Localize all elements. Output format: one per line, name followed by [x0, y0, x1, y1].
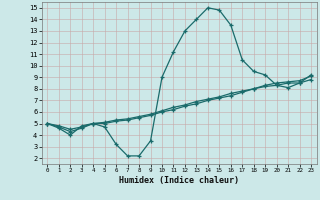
X-axis label: Humidex (Indice chaleur): Humidex (Indice chaleur): [119, 176, 239, 185]
